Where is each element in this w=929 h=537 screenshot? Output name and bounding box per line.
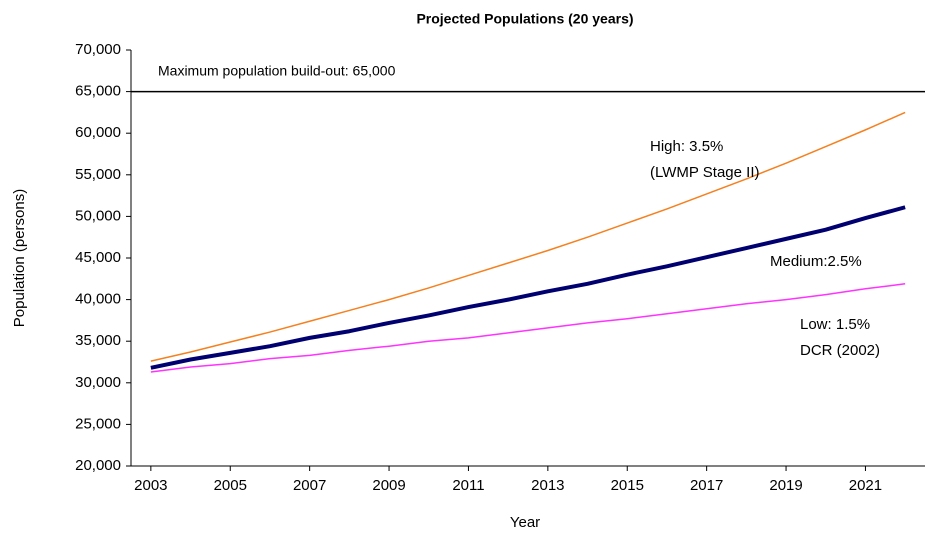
y-tick-label: 45,000 <box>75 249 121 266</box>
series-line <box>150 205 906 370</box>
y-tick-label: 25,000 <box>75 415 121 432</box>
reference-label: Maximum population build-out: 65,000 <box>158 62 396 78</box>
x-tick-label: 2005 <box>214 477 247 494</box>
series-line <box>150 283 906 373</box>
x-tick-label: 2019 <box>769 477 802 494</box>
y-tick-label: 50,000 <box>75 207 121 224</box>
series-label: (LWMP Stage II) <box>650 164 759 181</box>
series-label: DCR (2002) <box>800 342 880 359</box>
series-line <box>150 111 906 362</box>
x-tick-label: 2013 <box>531 477 564 494</box>
y-tick-label: 30,000 <box>75 374 121 391</box>
y-tick-label: 60,000 <box>75 124 121 141</box>
x-tick-label: 2021 <box>849 477 882 494</box>
y-tick-label: 40,000 <box>75 291 121 308</box>
x-tick-label: 2009 <box>372 477 405 494</box>
chart-title: Projected Populations (20 years) <box>416 11 633 27</box>
series-label: Medium:2.5% <box>770 253 862 270</box>
x-tick-label: 2011 <box>452 477 484 494</box>
y-tick-label: 20,000 <box>75 457 121 474</box>
y-tick-label: 55,000 <box>75 166 121 183</box>
y-tick-label: 35,000 <box>75 332 121 349</box>
x-tick-label: 2017 <box>690 477 723 494</box>
series-label: Low: 1.5% <box>800 316 870 333</box>
series-label: High: 3.5% <box>650 138 723 155</box>
y-tick-label: 65,000 <box>75 83 121 100</box>
y-axis-label: Population (persons) <box>11 189 28 327</box>
y-tick-label: 70,000 <box>75 41 121 58</box>
x-axis-label: Year <box>510 514 540 531</box>
x-tick-label: 2015 <box>611 477 644 494</box>
x-tick-label: 2007 <box>293 477 326 494</box>
x-tick-label: 2003 <box>134 477 167 494</box>
